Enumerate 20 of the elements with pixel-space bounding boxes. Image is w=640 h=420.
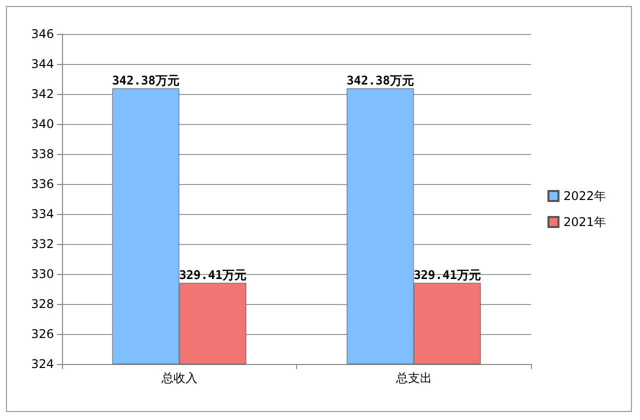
legend-label: 2021年 xyxy=(563,215,606,229)
y-tick-label: 330 xyxy=(31,267,54,281)
y-tick-label: 328 xyxy=(31,297,54,311)
y-tick-label: 334 xyxy=(31,207,54,221)
y-tick-label: 324 xyxy=(31,357,54,371)
data-label: 329.41万元 xyxy=(179,268,246,282)
legend-label: 2022年 xyxy=(563,189,606,203)
y-tick-label: 340 xyxy=(31,117,54,131)
y-tick-label: 344 xyxy=(31,57,54,71)
y-tick-label: 342 xyxy=(31,87,54,101)
y-tick-label: 326 xyxy=(31,327,54,341)
y-tick-label: 346 xyxy=(31,27,54,41)
data-label: 329.41万元 xyxy=(414,268,481,282)
y-tick-label: 332 xyxy=(31,237,54,251)
data-label: 342.38万元 xyxy=(112,73,180,88)
x-tick-label: 总支出 xyxy=(394,371,432,385)
x-tick-label: 总收入 xyxy=(160,371,198,385)
data-label: 342.38万元 xyxy=(346,73,414,88)
y-tick-label: 338 xyxy=(31,147,54,161)
y-tick-label: 336 xyxy=(31,177,54,191)
